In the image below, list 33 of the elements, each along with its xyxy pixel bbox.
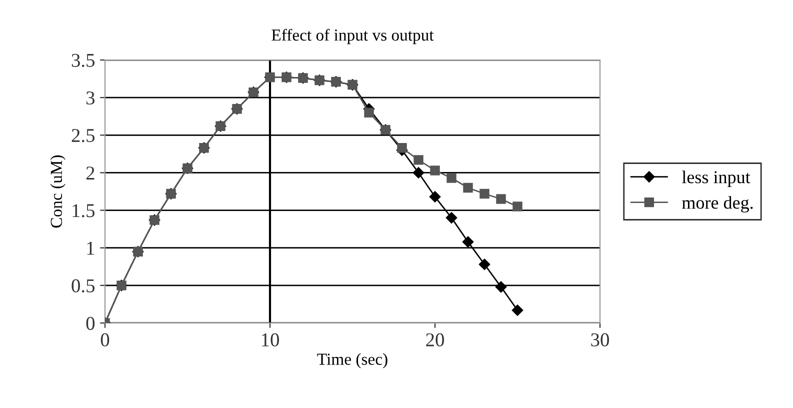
y-axis-title: Conc (uM) [50,155,66,228]
x-tick-label: 0 [100,333,110,346]
point [496,194,506,204]
point [397,143,407,153]
legend-label: less input [682,170,750,187]
point [414,155,424,165]
y-tick-label: 3 [86,91,95,105]
x-tick-label: 30 [591,333,609,346]
point [512,304,524,316]
x-tick-label: 10 [262,333,279,346]
y-tick-label: 1 [87,242,94,255]
y-tick-label: 2 [86,166,94,180]
point [480,188,490,199]
y-tick-label: 3.5 [72,54,95,68]
point [495,281,507,293]
y-tick-label: 2.5 [72,129,95,142]
point [463,182,473,193]
point [429,191,441,202]
y-tick-label: 0.5 [72,279,95,292]
point [512,202,522,212]
point [430,166,440,176]
point [412,167,424,178]
point [462,236,474,248]
y-tick-label: 0 [86,316,95,330]
point [478,258,490,270]
point [446,173,456,183]
legend-label: more deg. [682,196,753,213]
x-axis-title: Time (sec) [317,353,388,368]
point [446,212,458,224]
y-tick-label: 1.5 [72,204,95,218]
point [364,108,374,118]
x-tick-label: 20 [426,333,444,346]
chart-title: Effect of input vs output [272,28,434,44]
